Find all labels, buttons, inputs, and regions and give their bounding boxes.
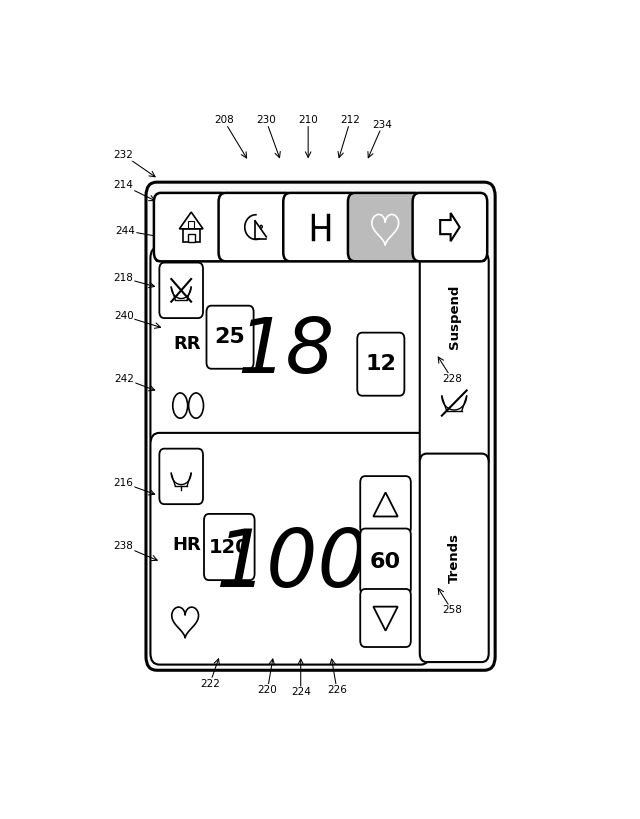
Text: 216: 216: [114, 478, 134, 488]
Text: 238: 238: [114, 541, 134, 551]
Text: 60: 60: [370, 552, 401, 572]
Text: 240: 240: [114, 311, 134, 321]
Text: 232: 232: [114, 150, 134, 160]
FancyBboxPatch shape: [154, 193, 228, 261]
FancyBboxPatch shape: [156, 194, 486, 261]
FancyBboxPatch shape: [420, 252, 489, 468]
Polygon shape: [179, 212, 203, 229]
Text: Trends: Trends: [448, 533, 461, 583]
FancyBboxPatch shape: [150, 247, 429, 450]
FancyBboxPatch shape: [348, 193, 422, 261]
Text: 210: 210: [298, 115, 318, 125]
Text: 244: 244: [116, 226, 136, 236]
Text: 242: 242: [115, 374, 134, 384]
Text: RR: RR: [173, 336, 200, 354]
FancyBboxPatch shape: [150, 433, 429, 664]
FancyBboxPatch shape: [159, 263, 203, 318]
Text: 224: 224: [291, 687, 310, 697]
FancyBboxPatch shape: [207, 305, 253, 369]
Text: 25: 25: [214, 328, 245, 347]
Text: 218: 218: [114, 273, 134, 283]
Ellipse shape: [173, 393, 188, 419]
Text: 230: 230: [256, 115, 276, 125]
Text: 212: 212: [340, 115, 360, 125]
Bar: [183, 229, 200, 242]
Text: 100: 100: [216, 527, 369, 604]
Text: Suspend: Suspend: [448, 284, 461, 349]
Text: 120: 120: [209, 537, 250, 557]
FancyBboxPatch shape: [360, 528, 411, 595]
Text: HR: HR: [172, 536, 201, 554]
Bar: [188, 221, 195, 228]
Text: 258: 258: [442, 605, 462, 615]
Text: 222: 222: [200, 678, 220, 689]
FancyBboxPatch shape: [420, 454, 489, 662]
FancyBboxPatch shape: [146, 182, 495, 670]
FancyBboxPatch shape: [357, 333, 404, 396]
Text: 12: 12: [365, 354, 396, 374]
Text: 18: 18: [237, 314, 335, 389]
Text: 228: 228: [442, 374, 462, 384]
Text: 214: 214: [114, 180, 134, 190]
Text: 220: 220: [258, 685, 277, 695]
Ellipse shape: [189, 393, 204, 419]
Polygon shape: [373, 607, 397, 631]
FancyBboxPatch shape: [159, 449, 203, 505]
Text: 208: 208: [214, 115, 234, 125]
FancyBboxPatch shape: [413, 193, 487, 261]
Circle shape: [260, 225, 262, 229]
Text: 226: 226: [327, 685, 347, 695]
Text: 234: 234: [372, 120, 392, 129]
Polygon shape: [440, 213, 460, 242]
Polygon shape: [373, 492, 397, 517]
Bar: [188, 234, 195, 242]
FancyBboxPatch shape: [360, 589, 411, 647]
FancyBboxPatch shape: [204, 514, 255, 580]
FancyBboxPatch shape: [219, 193, 293, 261]
FancyBboxPatch shape: [360, 476, 411, 534]
FancyBboxPatch shape: [284, 193, 358, 261]
